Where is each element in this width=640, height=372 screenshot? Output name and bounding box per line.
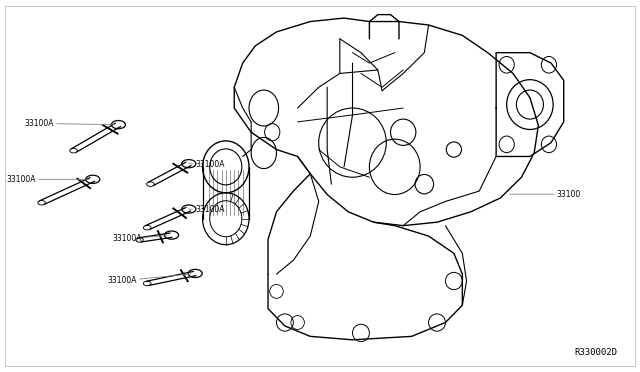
Text: 33100A: 33100A bbox=[6, 175, 88, 184]
Text: 33100A: 33100A bbox=[108, 274, 191, 285]
Text: 33100: 33100 bbox=[510, 190, 581, 199]
Text: 33100A: 33100A bbox=[189, 160, 225, 169]
Text: 33100A: 33100A bbox=[24, 119, 114, 128]
Text: 33100A: 33100A bbox=[112, 234, 168, 243]
Text: R330002D: R330002D bbox=[575, 348, 618, 357]
Text: 33100A: 33100A bbox=[189, 205, 225, 214]
